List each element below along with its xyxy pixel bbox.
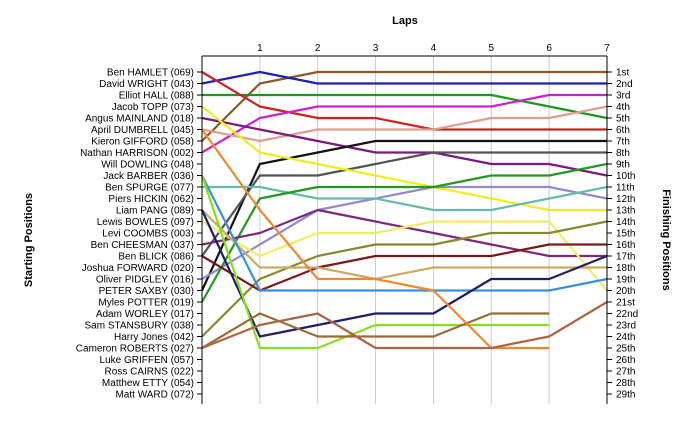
series-line [201,243,607,292]
finish-position-label: 18th [616,263,635,274]
series-line [201,70,607,85]
finish-position-label: 11th [616,183,635,194]
finish-position-label: 28th [616,378,635,389]
finish-position-label: 12th [616,194,635,205]
finish-position-label: 9th [616,160,630,171]
finish-position-label: 17th [616,252,635,263]
start-position-label: Kieron GIFFORD (058) [91,137,194,148]
finish-position-label: 2nd [616,79,633,90]
series-line [200,139,607,291]
start-position-label: Will DOWLING (048) [101,160,194,171]
finish-position-label: 15th [616,229,635,240]
start-position-label: Jacob TOPP (073) [112,102,194,113]
finish-position-label: 6th [616,125,630,136]
series-line [201,151,607,257]
start-position-label: Liam PANG (089) [116,206,194,217]
series-line [201,301,608,350]
series-lines [200,70,608,350]
start-position-label: Angus MAINLAND (018) [85,114,194,125]
finish-position-label: 7th [616,137,630,148]
finish-position-label: 19th [616,275,635,286]
axes [197,55,612,404]
start-position-label: Joshua FORWARD (020) [82,263,194,274]
start-position-label: Ben BLICK (086) [118,252,194,263]
series-line [201,105,608,143]
finish-position-label: 25th [616,344,635,355]
y-axis-title-left: Starting Positions [23,193,35,287]
x-tick-label: 3 [373,43,379,54]
finish-position-label: 21st [616,298,635,309]
start-position-label: Ben SPURGE (077) [105,183,194,194]
finish-position-label: 4th [616,102,630,113]
start-position-label: David WRIGHT (043) [99,79,194,90]
start-position-label: April DUMBRELL (045) [91,125,194,136]
finish-position-label: 16th [616,240,635,251]
series-line [201,105,607,212]
x-tick-label: 1 [257,43,263,54]
x-tick-label: 7 [604,43,610,54]
start-position-label: Oliver PIDGLEY (016) [96,275,194,286]
start-position-label: Sam STANSBURY (038) [85,321,194,332]
start-position-label: Ben HAMLET (069) [107,68,194,79]
start-position-label: Elliot HALL (088) [119,91,194,102]
series-line [201,71,607,131]
series-line [201,162,608,303]
series-line [201,175,608,292]
x-axis-title: Laps [392,15,418,27]
start-position-label: Nathan HARRISON (002) [80,148,194,159]
series-line [202,185,608,212]
finish-position-label: 29th [616,390,635,401]
finish-position-label: 22nd [616,309,638,320]
grid [259,56,550,404]
start-position-label: Cameron ROBERTS (027) [76,344,194,355]
finish-position-label: 10th [616,171,635,182]
finish-position-label: 3rd [616,91,630,102]
finish-position-label: 23rd [616,321,636,332]
start-position-label: Luke GRIFFEN (057) [100,355,194,366]
series-line [201,220,608,338]
series-line [201,116,608,177]
finish-position-label: 5th [616,114,630,125]
finish-position-label: 26th [616,355,635,366]
start-position-label: Matt WARD (072) [115,390,194,401]
x-tick-label: 6 [546,43,552,54]
start-position-label: Lewis BOWLES (097) [97,217,194,228]
series-line [202,93,608,120]
series-line [201,185,608,280]
x-tick-label: 2 [315,43,321,54]
finish-position-label: 24th [616,332,635,343]
axis-labels: 1 2 3 4 5 6 7 Ben HAMLET (069) 1st David WRIGHT (… [76,43,638,401]
x-tick-label: 4 [431,43,437,54]
start-position-label: Jack BARBER (036) [103,171,194,182]
finish-position-label: 1st [616,68,630,79]
series-line [201,312,550,349]
start-position-label: Myles POTTER (019) [98,298,194,309]
finish-position-label: 14th [616,217,635,228]
finish-position-label: 13th [616,206,635,217]
series-line [201,209,607,281]
series-line [201,93,607,154]
start-position-label: Ross CAIRNS (022) [105,367,194,378]
start-position-label: Ben CHEESMAN (037) [91,240,194,251]
start-position-label: PETER SAXBY (030) [99,286,194,297]
series-line [200,175,550,350]
start-position-label: Adam WORLEY (017) [96,309,194,320]
series-line [201,220,608,292]
finish-position-label: 8th [616,148,630,159]
x-tick-label: 5 [489,43,495,54]
start-position-label: Harry Jones (042) [114,332,194,343]
finish-position-label: 27th [616,367,635,378]
series-line [200,209,608,338]
start-position-label: Matthew ETTY (054) [102,378,194,389]
series-line [201,70,607,142]
start-position-label: Levi COOMBS (003) [102,229,194,240]
y-axis-title-right: Finishing Positions [660,189,672,290]
finish-position-label: 20th [616,286,635,297]
start-position-label: Piers HICKIN (062) [108,194,194,205]
